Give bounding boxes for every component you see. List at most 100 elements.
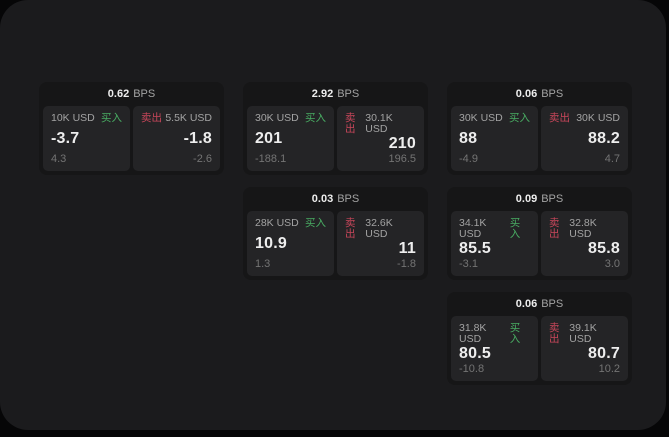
sell-price: 11 bbox=[398, 240, 416, 257]
sell-change: -1.8 bbox=[397, 258, 416, 270]
buy-price: 85.5 bbox=[459, 240, 491, 257]
sell-side-label: 卖出 bbox=[549, 217, 560, 240]
sell-amount: 5.5K USD bbox=[165, 112, 212, 124]
sell-change: 196.5 bbox=[388, 153, 416, 165]
quote-card: 0.06 BPS 31.8K USD 买入 80.5 -10.8 卖出 39.1… bbox=[447, 292, 632, 385]
quote-card: 0.03 BPS 28K USD 买入 10.9 1.3 卖出 32.6K US… bbox=[243, 187, 428, 280]
quote-card: 0.62 BPS 10K USD 买入 -3.7 4.3 卖出 5.5K USD… bbox=[39, 82, 224, 175]
bps-unit-label: BPS bbox=[541, 297, 564, 310]
buy-price: 10.9 bbox=[255, 234, 287, 252]
buy-price: -3.7 bbox=[51, 129, 80, 147]
buy-tile[interactable]: 10K USD 买入 -3.7 4.3 bbox=[43, 106, 130, 171]
buy-amount: 30K USD bbox=[459, 112, 503, 124]
buy-tile[interactable]: 28K USD 买入 10.9 1.3 bbox=[247, 211, 334, 276]
sell-tile[interactable]: 卖出 30.1K USD 210 196.5 bbox=[337, 106, 424, 171]
buy-tile[interactable]: 30K USD 买入 88 -4.9 bbox=[451, 106, 538, 171]
buy-price: 88 bbox=[459, 129, 478, 147]
bps-unit-label: BPS bbox=[541, 192, 564, 205]
card-header: 0.06 BPS bbox=[451, 82, 628, 106]
buy-tile[interactable]: 34.1K USD 买入 85.5 -3.1 bbox=[451, 211, 538, 276]
buy-change: 4.3 bbox=[51, 153, 67, 165]
sell-amount: 30.1K USD bbox=[365, 112, 393, 135]
quote-card: 0.06 BPS 30K USD 买入 88 -4.9 卖出 30K USD 8… bbox=[447, 82, 632, 175]
bps-value: 0.06 bbox=[515, 297, 538, 310]
card-header: 2.92 BPS bbox=[247, 82, 424, 106]
sell-tile-top: 卖出 32.8K USD bbox=[549, 218, 620, 239]
sell-tile[interactable]: 卖出 5.5K USD -1.8 -2.6 bbox=[133, 106, 220, 171]
buy-tile-top: 10K USD 买入 bbox=[51, 113, 122, 124]
sell-change: 10.2 bbox=[598, 363, 620, 375]
sell-side-label: 卖出 bbox=[345, 217, 356, 240]
sell-change: 3.0 bbox=[604, 258, 620, 270]
buy-tile-top: 34.1K USD 买入 bbox=[459, 218, 530, 239]
quote-tiles: 34.1K USD 买入 85.5 -3.1 卖出 32.8K USD 85.8… bbox=[451, 211, 628, 276]
buy-tile[interactable]: 30K USD 买入 201 -188.1 bbox=[247, 106, 334, 171]
sell-side-label: 卖出 bbox=[141, 112, 162, 124]
buy-side-label: 买入 bbox=[509, 112, 530, 124]
sell-tile[interactable]: 卖出 32.6K USD 11 -1.8 bbox=[337, 211, 424, 276]
buy-change: -10.8 bbox=[459, 363, 485, 375]
sell-tile[interactable]: 卖出 32.8K USD 85.8 3.0 bbox=[541, 211, 628, 276]
sell-price: 80.7 bbox=[588, 345, 620, 362]
card-header: 0.62 BPS bbox=[43, 82, 220, 106]
buy-amount: 10K USD bbox=[51, 112, 95, 124]
quote-tiles: 28K USD 买入 10.9 1.3 卖出 32.6K USD 11 -1.8 bbox=[247, 211, 424, 276]
card-header: 0.06 BPS bbox=[451, 292, 628, 316]
quote-tiles: 30K USD 买入 88 -4.9 卖出 30K USD 88.2 4.7 bbox=[451, 106, 628, 171]
bps-unit-label: BPS bbox=[337, 87, 360, 100]
buy-amount: 30K USD bbox=[255, 112, 299, 124]
sell-tile-top: 卖出 30.1K USD bbox=[345, 113, 416, 134]
bps-value: 0.06 bbox=[515, 87, 538, 100]
sell-price: 88.2 bbox=[588, 129, 620, 147]
bps-value: 0.62 bbox=[107, 87, 130, 100]
bps-value: 0.09 bbox=[515, 192, 538, 205]
sell-amount: 39.1K USD bbox=[569, 322, 597, 345]
sell-side-label: 卖出 bbox=[549, 112, 570, 124]
buy-tile-top: 31.8K USD 买入 bbox=[459, 323, 530, 344]
buy-amount: 28K USD bbox=[255, 217, 299, 229]
sell-tile[interactable]: 卖出 30K USD 88.2 4.7 bbox=[541, 106, 628, 171]
buy-price: 80.5 bbox=[459, 345, 491, 362]
card-header: 0.09 BPS bbox=[451, 187, 628, 211]
sell-price: -1.8 bbox=[183, 129, 212, 147]
bps-value: 0.03 bbox=[311, 192, 334, 205]
buy-side-label: 买入 bbox=[101, 112, 122, 124]
quote-tiles: 30K USD 买入 201 -188.1 卖出 30.1K USD 210 1… bbox=[247, 106, 424, 171]
quote-card: 2.92 BPS 30K USD 买入 201 -188.1 卖出 30.1K … bbox=[243, 82, 428, 175]
buy-change: -3.1 bbox=[459, 258, 478, 270]
card-header: 0.03 BPS bbox=[247, 187, 424, 211]
bps-unit-label: BPS bbox=[133, 87, 156, 100]
buy-tile-top: 30K USD 买入 bbox=[255, 113, 326, 124]
sell-price: 85.8 bbox=[588, 240, 620, 257]
sell-change: -2.6 bbox=[193, 153, 212, 165]
buy-change: -4.9 bbox=[459, 153, 478, 165]
sell-tile-top: 卖出 39.1K USD bbox=[549, 323, 620, 344]
buy-tile[interactable]: 31.8K USD 买入 80.5 -10.8 bbox=[451, 316, 538, 381]
buy-change: 1.3 bbox=[255, 258, 271, 270]
sell-tile-top: 卖出 32.6K USD bbox=[345, 218, 416, 239]
quote-card: 0.09 BPS 34.1K USD 买入 85.5 -3.1 卖出 32.8K… bbox=[447, 187, 632, 280]
buy-tile-top: 30K USD 买入 bbox=[459, 113, 530, 124]
sell-change: 4.7 bbox=[604, 153, 620, 165]
sell-amount: 30K USD bbox=[576, 112, 620, 124]
main-panel: 0.62 BPS 10K USD 买入 -3.7 4.3 卖出 5.5K USD… bbox=[0, 0, 666, 430]
bps-unit-label: BPS bbox=[541, 87, 564, 100]
buy-tile-top: 28K USD 买入 bbox=[255, 218, 326, 229]
quote-tiles: 31.8K USD 买入 80.5 -10.8 卖出 39.1K USD 80.… bbox=[451, 316, 628, 381]
sell-tile-top: 卖出 30K USD bbox=[549, 113, 620, 124]
buy-price: 201 bbox=[255, 129, 283, 147]
buy-change: -188.1 bbox=[255, 153, 287, 165]
buy-side-label: 买入 bbox=[509, 217, 521, 240]
buy-side-label: 买入 bbox=[305, 112, 326, 124]
sell-side-label: 卖出 bbox=[345, 112, 356, 135]
sell-amount: 32.6K USD bbox=[365, 217, 393, 240]
bps-value: 2.92 bbox=[311, 87, 334, 100]
buy-side-label: 买入 bbox=[509, 322, 521, 345]
sell-price: 210 bbox=[388, 135, 416, 152]
buy-side-label: 买入 bbox=[305, 217, 326, 229]
sell-tile-top: 卖出 5.5K USD bbox=[141, 113, 212, 124]
sell-tile[interactable]: 卖出 39.1K USD 80.7 10.2 bbox=[541, 316, 628, 381]
buy-amount: 34.1K USD bbox=[459, 217, 487, 240]
quote-cards-grid: 0.62 BPS 10K USD 买入 -3.7 4.3 卖出 5.5K USD… bbox=[39, 82, 632, 385]
bps-unit-label: BPS bbox=[337, 192, 360, 205]
